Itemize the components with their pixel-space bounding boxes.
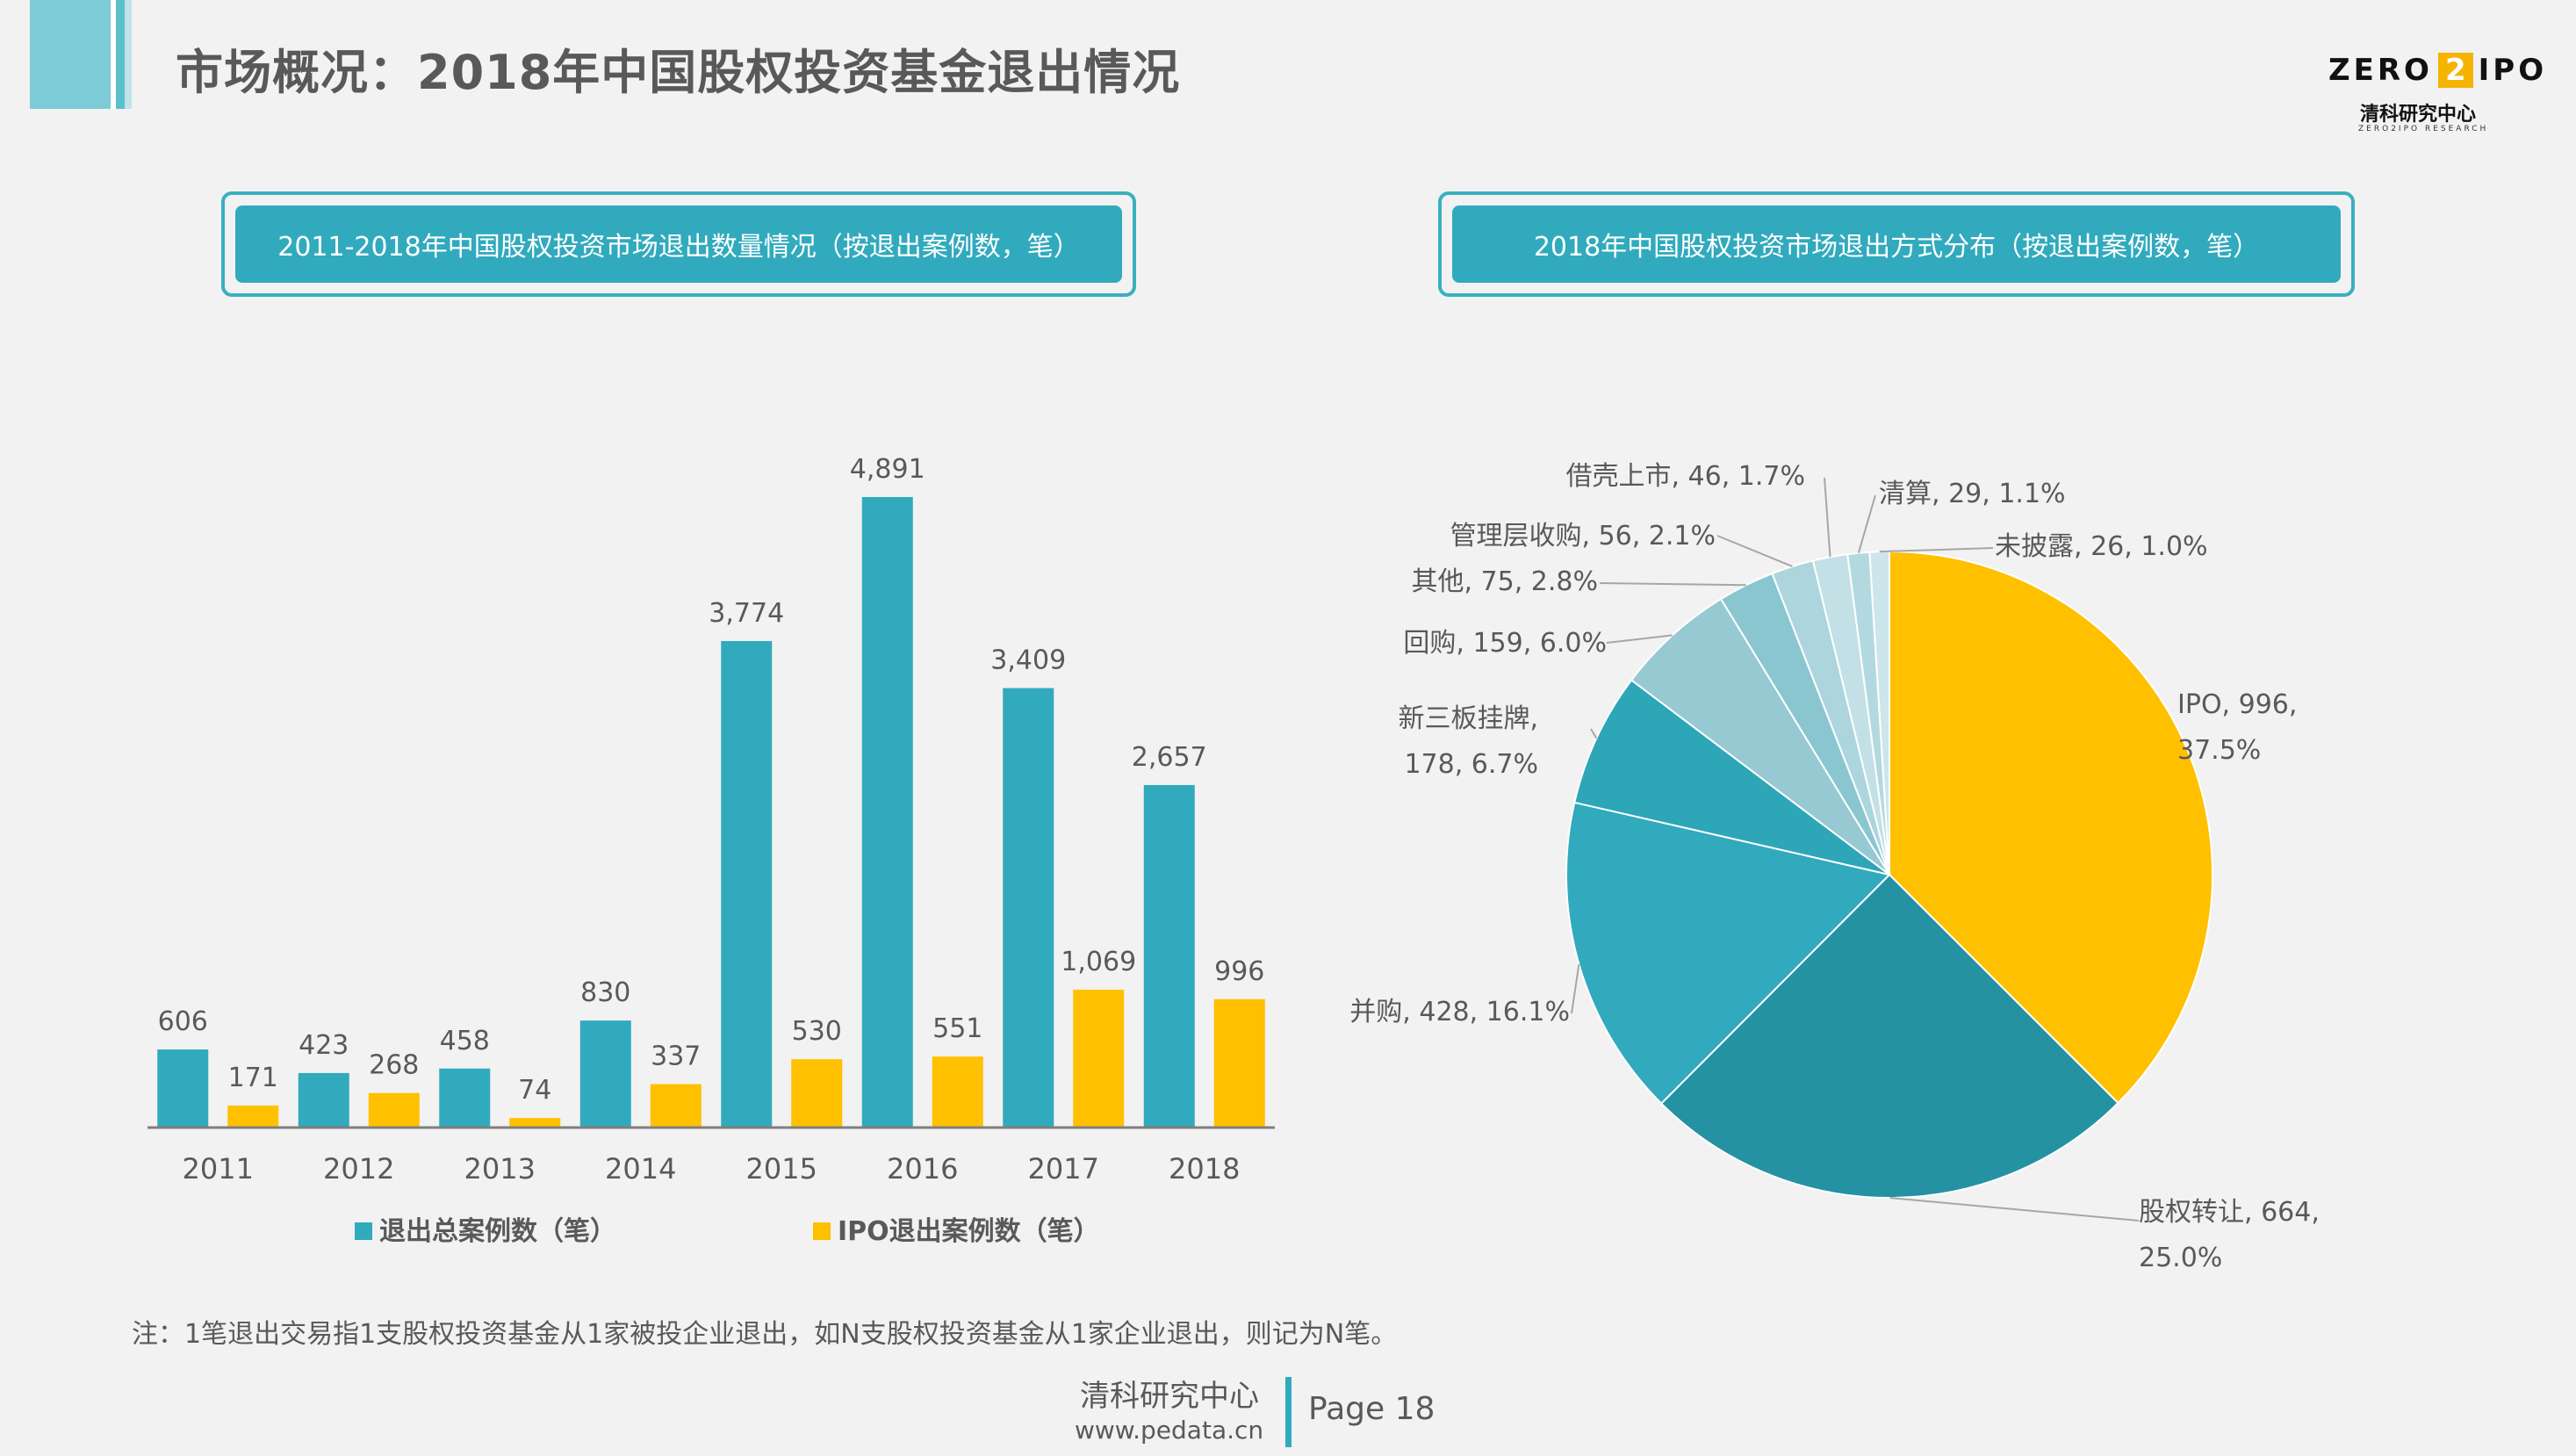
logo: ZERO 2 IPO <box>2328 53 2548 88</box>
header-stripe-2 <box>111 0 116 109</box>
pie-label-line: 股权转让, 664, <box>2139 1197 2320 1228</box>
page-title: 市场概况：2018年中国股权投资基金退出情况 <box>176 45 1181 100</box>
header-stripe-1 <box>30 0 111 109</box>
legend-swatch <box>813 1222 831 1240</box>
footnote: 注：1笔退出交易指1支股权投资基金从1家被投企业退出，如N支股权投资基金从1家企… <box>132 1319 1398 1350</box>
pie-label-line: 借壳上市, 46, 1.7% <box>1565 461 1805 492</box>
pie-label-line: 178, 6.7% <box>1404 749 1538 780</box>
pie-label-IPO: IPO, 996, 37.5% <box>2177 689 2297 766</box>
bar-ipo-2015 <box>791 1059 843 1128</box>
bar-value-label: 606 <box>158 1006 208 1037</box>
bar-total-2017 <box>1003 688 1054 1128</box>
pie-label-并购: 并购, 428, 16.1% <box>1349 997 1570 1027</box>
x-tick-label: 2015 <box>746 1152 817 1186</box>
bar-value-label: 268 <box>369 1050 419 1081</box>
bar-ipo-2014 <box>650 1084 702 1128</box>
x-tick-label: 2012 <box>323 1152 394 1186</box>
pie-leader-line <box>1857 494 1876 553</box>
pie-slice-回购 <box>1630 597 1890 876</box>
pie-leader-line <box>1599 582 1746 587</box>
pie-label-line: 清算, 29, 1.1% <box>1879 479 2066 509</box>
bar-value-label: 4,891 <box>850 454 925 485</box>
bar-ipo-2013 <box>509 1118 561 1128</box>
pie-label-管理层收购: 管理层收购, 56, 2.1% <box>1450 521 1716 551</box>
pie-label-line: 其他, 75, 2.8% <box>1411 566 1598 597</box>
x-tick-label: 2014 <box>605 1152 676 1186</box>
header-stripe-4 <box>125 0 132 109</box>
legend-swatch <box>355 1222 372 1240</box>
pie-leader-line <box>1824 477 1831 558</box>
pie-slice-股权转让 <box>1659 873 2119 1199</box>
pie-label-未披露: 未披露, 26, 1.0% <box>1995 531 2208 562</box>
pie-chart-title: 2018年中国股权投资市场退出方式分布（按退出案例数，笔） <box>1452 205 2341 283</box>
pie-label-line: IPO, 996, <box>2177 689 2297 720</box>
pie-label-清算: 清算, 29, 1.1% <box>1879 479 2066 509</box>
logo-en-text: ZERO2IPO RESEARCH <box>2358 125 2489 133</box>
pie-label-line: 37.5% <box>2177 735 2261 766</box>
bar-value-label: 337 <box>651 1042 701 1072</box>
bar-total-2015 <box>721 640 773 1128</box>
bar-total-2016 <box>861 497 913 1128</box>
pie-label-line: 回购, 159, 6.0% <box>1403 628 1607 659</box>
bar-ipo-2011 <box>227 1105 279 1128</box>
pie-label-line: 并购, 428, 16.1% <box>1349 997 1570 1027</box>
bar-value-label: 2,657 <box>1132 742 1207 773</box>
bar-total-2014 <box>579 1020 631 1128</box>
pie-chart: IPO, 996, 37.5% 股权转让, 664, 25.0% 并购, 428, 16… <box>1349 461 2320 1273</box>
pie-leader-line <box>1889 1197 2140 1222</box>
pie-label-股权转让: 股权转让, 664, 25.0% <box>2139 1197 2320 1273</box>
pie-leader-line <box>1879 547 1994 553</box>
logo-cn-text: 清科研究中心 <box>2360 104 2477 126</box>
bar-value-label: 74 <box>518 1075 551 1106</box>
x-tick-label: 2013 <box>464 1152 536 1186</box>
pie-label-其他: 其他, 75, 2.8% <box>1411 566 1598 597</box>
bar-value-label: 458 <box>440 1026 490 1056</box>
bar-total-2013 <box>439 1068 491 1128</box>
bar-chart-title: 2011-2018年中国股权投资市场退出数量情况（按退出案例数，笔） <box>235 205 1122 283</box>
pie-leader-line <box>1716 535 1793 567</box>
footer-org: 清科研究中心 <box>1080 1379 1259 1414</box>
bar-value-label: 423 <box>299 1030 349 1061</box>
x-tick-label: 2011 <box>183 1152 254 1186</box>
bar-value-label: 1,069 <box>1061 947 1136 977</box>
footer-url: www.pedata.cn <box>1075 1416 1264 1445</box>
bar-value-label: 3,774 <box>709 598 784 629</box>
pie-chart-header: 2018年中国股权投资市场退出方式分布（按退出案例数，笔） <box>1438 191 2355 297</box>
legend-label: 退出总案例数（笔） <box>379 1216 616 1247</box>
bar-ipo-2018 <box>1213 998 1265 1128</box>
bar-value-label: 530 <box>792 1016 842 1047</box>
pie-leader-line <box>1606 634 1673 644</box>
bar-value-label: 3,409 <box>990 645 1066 676</box>
pie-label-回购: 回购, 159, 6.0% <box>1403 628 1607 659</box>
pie-label-line: 新三板挂牌, <box>1398 703 1538 734</box>
legend-label: IPO退出案例数（笔） <box>838 1216 1100 1247</box>
bar-chart-header: 2011-2018年中国股权投资市场退出数量情况（按退出案例数，笔） <box>221 191 1136 297</box>
bar-total-2012 <box>298 1072 349 1128</box>
x-tick-label: 2016 <box>887 1152 958 1186</box>
x-tick-label: 2018 <box>1169 1152 1240 1186</box>
pie-leader-line <box>1590 728 1598 739</box>
header-stripe-3 <box>116 0 125 109</box>
bar-total-2011 <box>157 1049 209 1128</box>
bar-total-2018 <box>1143 784 1195 1128</box>
bar-ipo-2012 <box>368 1092 420 1128</box>
pie-slice-IPO <box>1889 550 2213 1105</box>
pie-label-line: 管理层收购, 56, 2.1% <box>1450 521 1716 551</box>
bar-ipo-2016 <box>932 1056 983 1128</box>
bar-value-label: 830 <box>580 977 630 1008</box>
pie-label-新三板挂牌: 新三板挂牌, 178, 6.7% <box>1398 703 1538 780</box>
pie-leader-line <box>1571 963 1580 1014</box>
bar-value-label: 996 <box>1214 956 1264 987</box>
pie-label-line: 25.0% <box>2139 1243 2222 1273</box>
bar-value-label: 551 <box>932 1013 982 1044</box>
page-number: Page 18 <box>1308 1391 1436 1427</box>
x-tick-label: 2017 <box>1028 1152 1099 1186</box>
bar-chart: 606 171 2011 423 268 2012 458 74 2013 830 337 2014 3… <box>148 454 1275 1247</box>
pie-label-借壳上市: 借壳上市, 46, 1.7% <box>1565 461 1805 492</box>
pie-label-line: 未披露, 26, 1.0% <box>1995 531 2208 562</box>
bar-value-label: 171 <box>228 1063 278 1093</box>
footer-divider <box>1285 1377 1292 1447</box>
bar-ipo-2017 <box>1073 990 1125 1128</box>
